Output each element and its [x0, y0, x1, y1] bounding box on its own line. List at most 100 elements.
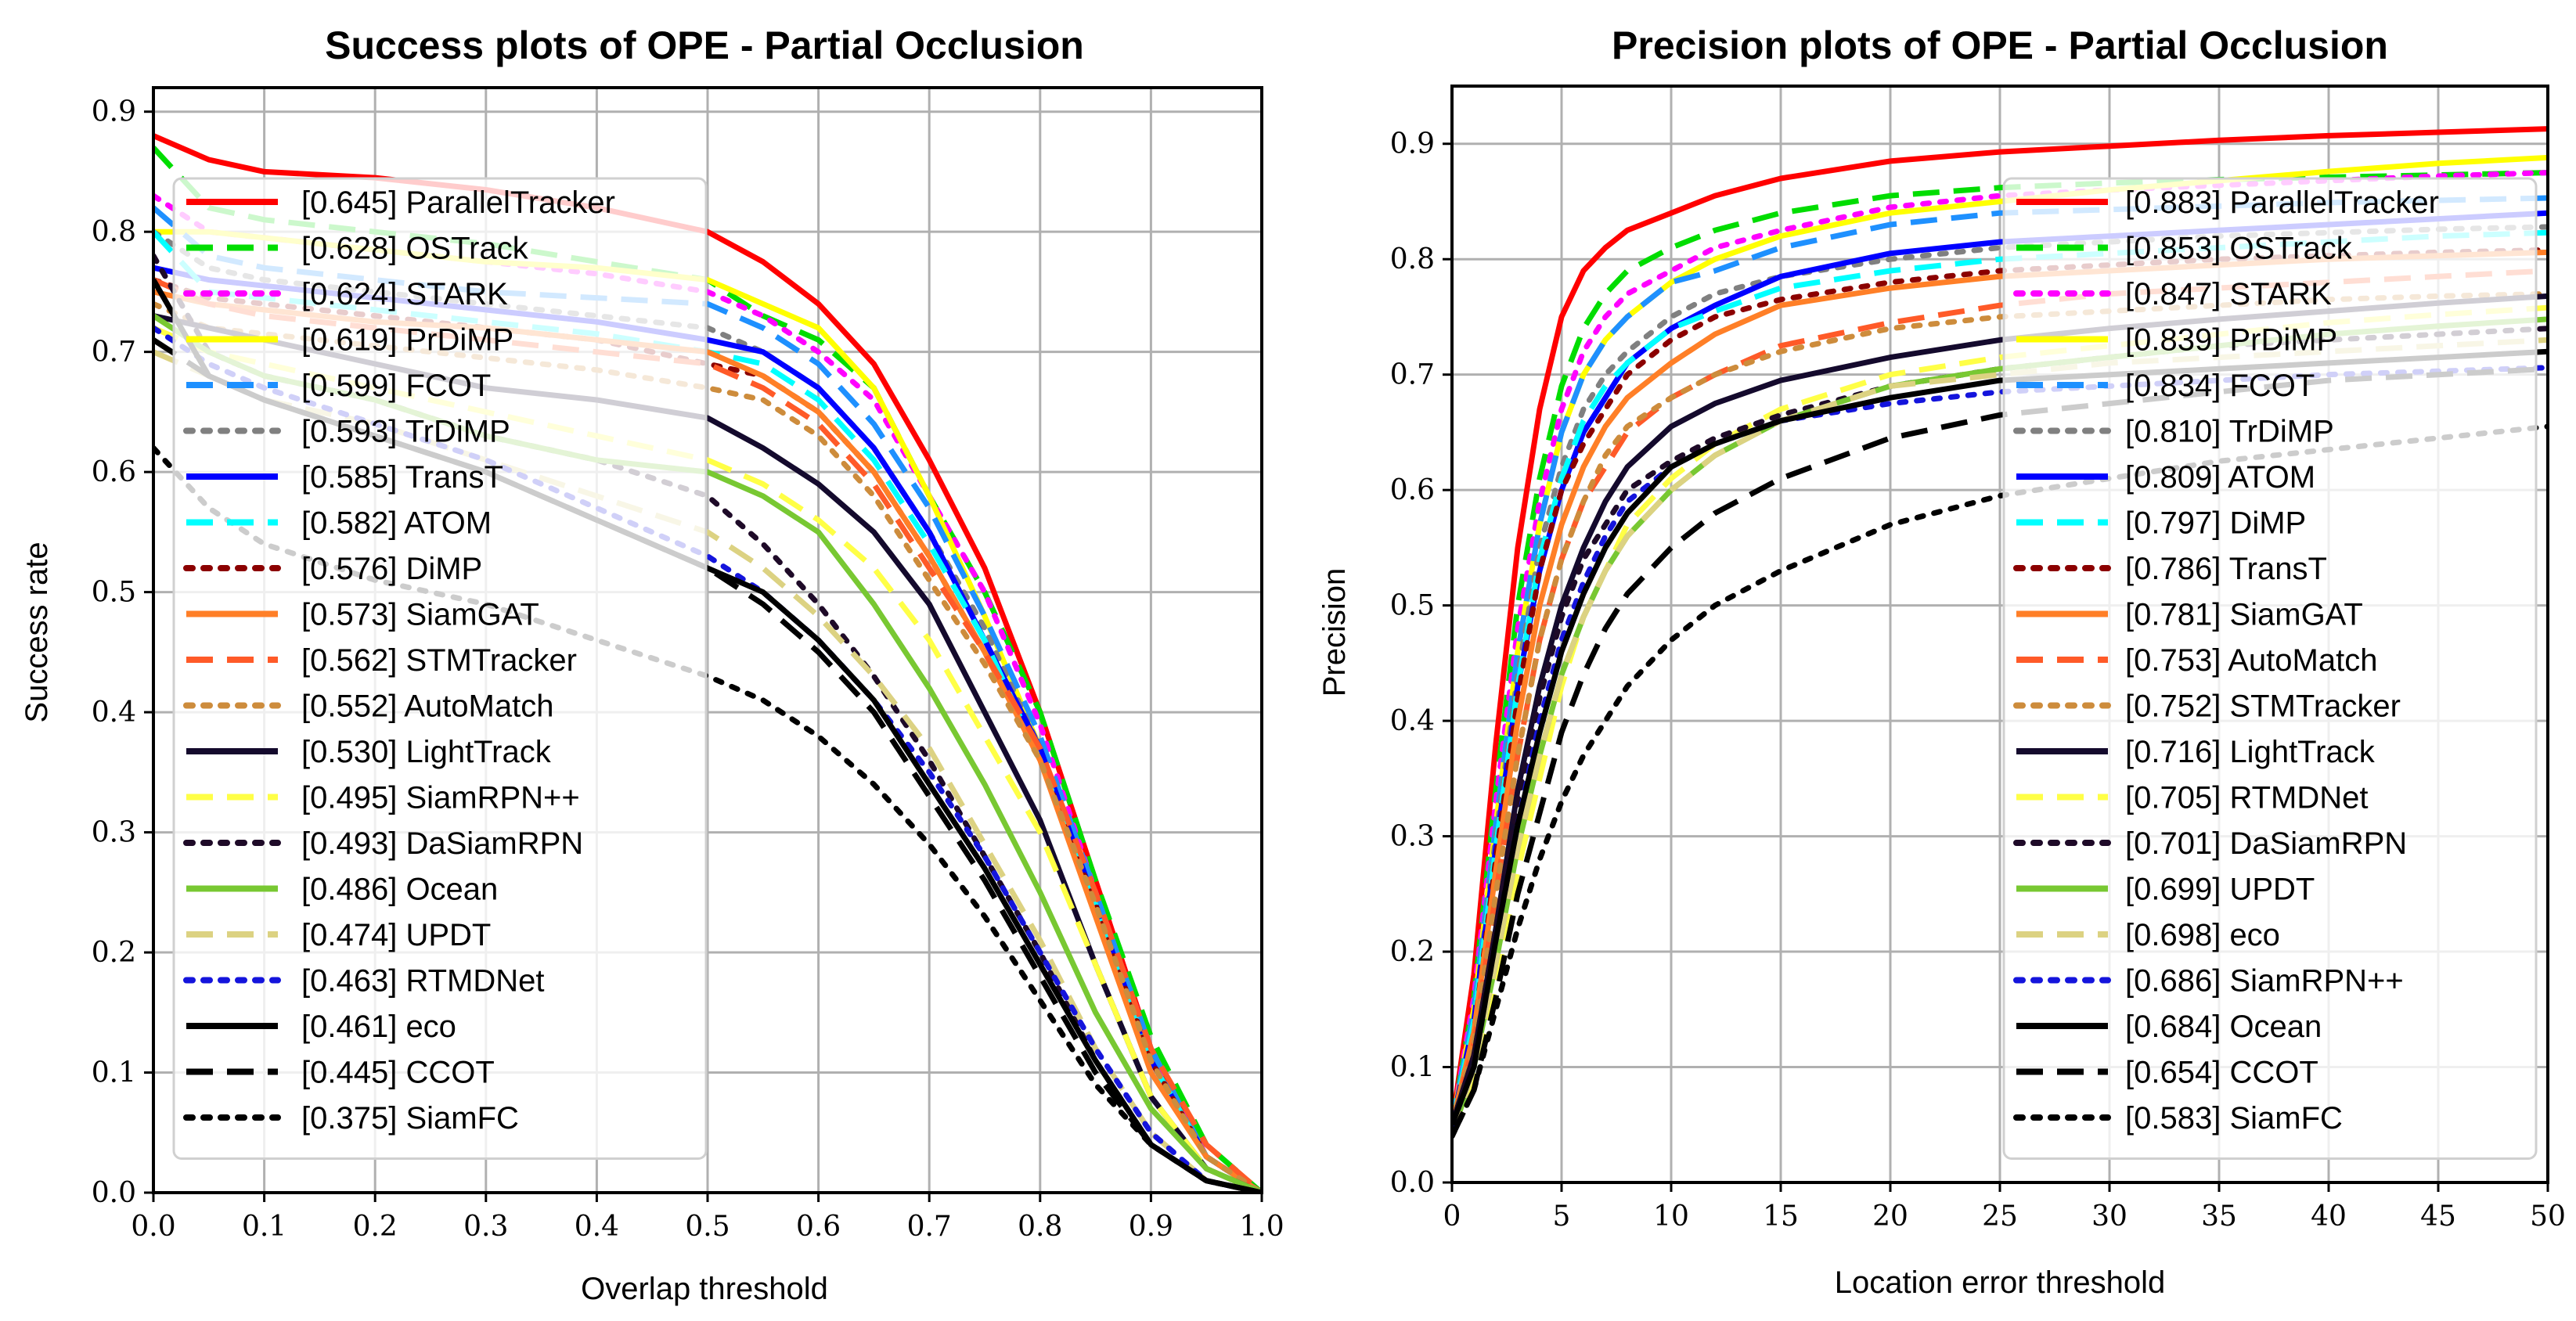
legend-label: [0.463] RTMDNet	[301, 964, 545, 999]
series-line	[1452, 365, 2548, 1138]
legend-label: [0.593] TrDiMP	[301, 415, 510, 449]
left-chart-title: Success plots of OPE - Partial Occlusion	[325, 23, 1084, 67]
y-tick-label: 0.5	[1390, 590, 1435, 622]
y-tick-label: 0.6	[92, 456, 136, 488]
x-tick-label: 1.0	[1239, 1211, 1284, 1243]
y-tick-label: 0.9	[1390, 128, 1435, 160]
legend-label: [0.781] SiamGAT	[2125, 598, 2363, 632]
legend-label: [0.839] PrDiMP	[2125, 323, 2337, 358]
legend-label: [0.847] STARK	[2125, 277, 2332, 311]
legend-label: [0.654] CCOT	[2125, 1056, 2318, 1090]
y-tick-label: 0.2	[92, 937, 136, 969]
legend-label: [0.583] SiamFC	[2125, 1101, 2343, 1136]
x-tick-label: 15	[1763, 1200, 1799, 1233]
legend-label: [0.809] ATOM	[2125, 460, 2315, 495]
legend-label: [0.599] FCOT	[301, 369, 491, 403]
legend-label: [0.716] LightTrack	[2125, 735, 2376, 769]
legend-label: [0.701] DaSiamRPN	[2125, 826, 2407, 861]
legend-label: [0.786] TransT	[2125, 552, 2327, 586]
legend-box	[2002, 177, 2538, 1160]
x-tick-label: 0.2	[353, 1211, 398, 1243]
legend-label: [0.562] STMTracker	[301, 643, 577, 678]
y-tick-label: 0.4	[92, 696, 136, 729]
legend-label: [0.573] SiamGAT	[301, 598, 539, 632]
legend-label: [0.810] TrDiMP	[2125, 415, 2334, 449]
legend-label: [0.705] RTMDNet	[2125, 781, 2369, 815]
x-tick-label: 0.5	[685, 1211, 730, 1243]
x-tick-label: 0.7	[907, 1211, 952, 1243]
y-tick-label: 0.7	[92, 337, 136, 369]
legend-label: [0.585] TransT	[301, 460, 503, 495]
y-tick-label: 0.7	[1390, 359, 1435, 391]
x-tick-label: 40	[2311, 1200, 2347, 1233]
x-tick-label: 0.6	[796, 1211, 841, 1243]
legend-label: [0.752] STMTracker	[2125, 689, 2401, 724]
left-y-axis-label: Success rate	[20, 542, 54, 722]
legend-label: [0.834] FCOT	[2125, 369, 2315, 403]
x-tick-label: 0.4	[575, 1211, 619, 1243]
right-chart-title: Precision plots of OPE - Partial Occlusi…	[1612, 23, 2388, 67]
right-y-axis-label: Precision	[1317, 568, 1352, 697]
legend-label: [0.495] SiamRPN++	[301, 781, 580, 815]
legend-label: [0.645] ParallelTracker	[301, 185, 615, 220]
y-tick-label: 0.0	[92, 1177, 136, 1209]
x-tick-label: 0.9	[1129, 1211, 1173, 1243]
left-chart: [0.645] ParallelTracker [0.628] OSTrack [0…	[92, 86, 1284, 1243]
y-tick-label: 0.9	[92, 96, 136, 128]
legend-label: [0.753] AutoMatch	[2125, 643, 2377, 678]
legend-label: [0.797] DiMP	[2125, 506, 2306, 541]
legend-label: [0.530] LightTrack	[301, 735, 552, 769]
x-tick-label: 0	[1443, 1200, 1461, 1233]
x-tick-label: 20	[1872, 1200, 1908, 1233]
y-tick-label: 0.3	[92, 817, 136, 849]
x-tick-label: 10	[1653, 1200, 1689, 1233]
legend-label: [0.552] AutoMatch	[301, 689, 553, 724]
y-tick-label: 0.0	[1390, 1167, 1435, 1199]
legend-label: [0.576] DiMP	[301, 552, 482, 586]
legend-label: [0.582] ATOM	[301, 506, 492, 541]
legend-label: [0.883] ParallelTracker	[2125, 185, 2439, 220]
right-x-axis-label: Location error threshold	[1835, 1265, 2165, 1300]
legend-label: [0.698] eco	[2125, 918, 2280, 952]
x-tick-label: 45	[2420, 1200, 2456, 1233]
x-tick-label: 50	[2530, 1200, 2566, 1233]
y-tick-label: 0.3	[1390, 821, 1435, 853]
legend-label: [0.684] Ocean	[2125, 1010, 2322, 1044]
legend-box	[172, 177, 708, 1160]
y-tick-label: 0.6	[1390, 474, 1435, 506]
legend-label: [0.699] UPDT	[2125, 873, 2315, 907]
legend-label: [0.461] eco	[301, 1010, 456, 1044]
legend-label: [0.619] PrDiMP	[301, 323, 513, 358]
legend-label: [0.486] Ocean	[301, 873, 498, 907]
x-tick-label: 5	[1553, 1200, 1571, 1233]
y-tick-label: 0.8	[92, 216, 136, 248]
series-line	[153, 325, 1262, 1193]
y-tick-label: 0.1	[1390, 1052, 1435, 1084]
x-tick-label: 0.8	[1018, 1211, 1062, 1243]
legend-label: [0.686] SiamRPN++	[2125, 964, 2404, 999]
legend-label: [0.445] CCOT	[301, 1056, 495, 1090]
series-line	[1452, 126, 2548, 1125]
legend-label: [0.474] UPDT	[301, 918, 491, 952]
y-tick-label: 0.2	[1390, 936, 1435, 968]
legend-label: [0.493] DaSiamRPN	[301, 826, 583, 861]
left-x-axis-label: Overlap threshold	[581, 1272, 828, 1306]
series-line	[153, 349, 1262, 1193]
y-tick-label: 0.5	[92, 577, 136, 609]
series-line	[1452, 291, 2548, 1128]
y-tick-label: 0.8	[1390, 243, 1435, 275]
x-tick-label: 0.3	[463, 1211, 508, 1243]
y-tick-label: 0.1	[92, 1057, 136, 1089]
right-chart: [0.883] ParallelTracker [0.853] OSTrack [0…	[1390, 85, 2566, 1233]
legend-label: [0.375] SiamFC	[301, 1101, 519, 1136]
legend-label: [0.853] OSTrack	[2125, 232, 2353, 266]
x-tick-label: 35	[2201, 1200, 2237, 1233]
x-tick-label: 30	[2091, 1200, 2127, 1233]
x-tick-label: 0.1	[242, 1211, 286, 1243]
y-tick-label: 0.4	[1390, 705, 1435, 737]
legend-label: [0.628] OSTrack	[301, 232, 529, 266]
x-tick-label: 25	[1982, 1200, 2018, 1233]
x-tick-label: 0.0	[131, 1211, 175, 1243]
legend-label: [0.624] STARK	[301, 277, 508, 311]
